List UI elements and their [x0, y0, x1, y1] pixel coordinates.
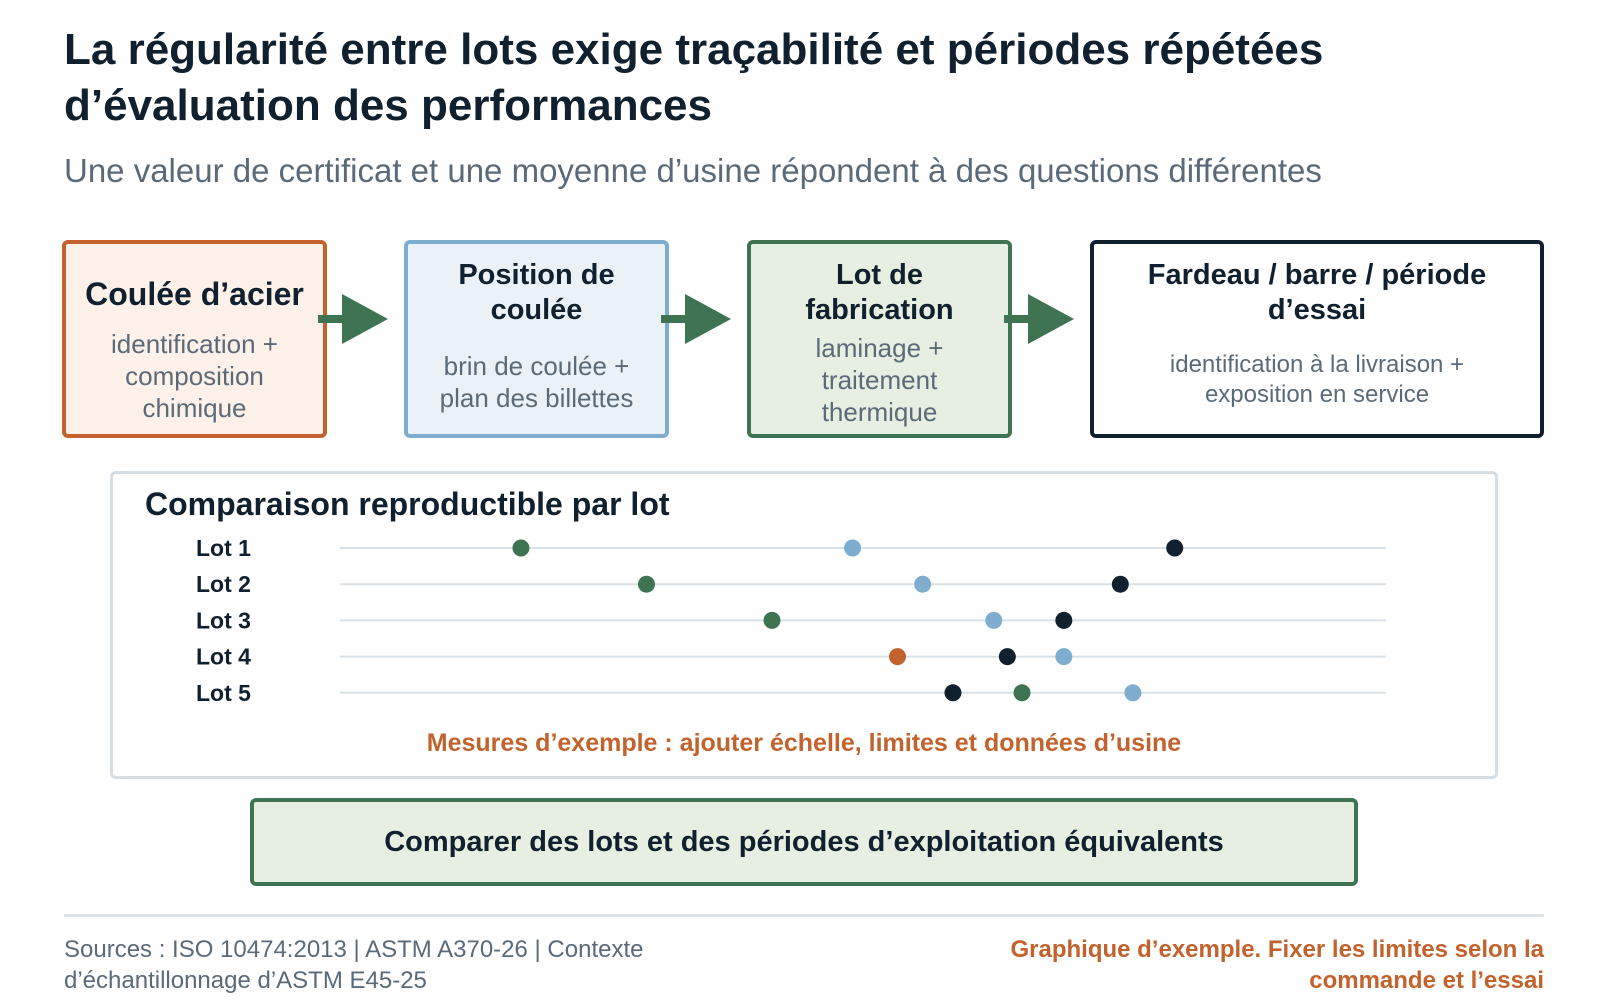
flow-step-production-lot: Lot de fabrication laminage + traitement…: [747, 240, 1012, 438]
arrow-right-icon: [318, 294, 388, 344]
lot-measurement-point: [637, 575, 655, 593]
flow-step-body: identification à la livraison + expositi…: [1169, 351, 1465, 408]
page-subtitle: Une valeur de certificat et une moyenne …: [64, 152, 1322, 189]
flow-step-title: Fardeau / barre / période d’essai: [1147, 259, 1487, 326]
lot-label: Lot 4: [196, 644, 251, 670]
arrow-right-icon: [661, 294, 731, 344]
example-measurements-note: Mesures d’exemple : ajouter échelle, lim…: [426, 729, 1182, 757]
lot-measurement-point: [1055, 648, 1073, 666]
flow-step-bundle-test-period: Fardeau / barre / période d’essai identi…: [1090, 240, 1544, 438]
sources-text: Sources : ISO 10474:2013 | ASTM A370-26 …: [64, 936, 644, 994]
lot-label: Lot 5: [196, 680, 251, 706]
lot-measurement-point: [1124, 684, 1142, 702]
disclaimer-text: Graphique d’exemple. Fixer les limites s…: [1010, 936, 1544, 994]
lot-measurement-point: [512, 539, 530, 557]
lot-measurement-point: [914, 575, 932, 593]
lot-label: Lot 1: [196, 535, 251, 561]
flow-step-title: Position de coulée: [458, 259, 615, 326]
lot-measurement-point: [763, 611, 781, 629]
flow-step-title: Coulée d’acier: [85, 276, 304, 312]
lot-comparison-title: Comparaison reproductible par lot: [145, 486, 670, 522]
lot-measurement-point: [1166, 539, 1184, 557]
lot-measurement-point: [944, 684, 962, 702]
flow-step-cast-position: Position de coulée brin de coulée + plan…: [404, 240, 669, 438]
lot-measurement-point: [1111, 575, 1129, 593]
lot-measurement-point: [985, 611, 1003, 629]
flow-step-body: brin de coulée + plan des billettes: [439, 351, 634, 413]
page-title: La régularité entre lots exige traçabili…: [64, 25, 1324, 130]
lot-label: Lot 2: [196, 571, 251, 597]
lot-label: Lot 3: [196, 607, 251, 633]
lot-comparison-panel: [110, 471, 1498, 779]
flow-step-title: Lot de fabrication: [805, 259, 954, 326]
lot-measurement-point: [1055, 611, 1073, 629]
lot-measurement-point: [889, 648, 907, 666]
lot-measurement-point: [1013, 684, 1031, 702]
lot-measurement-point: [844, 539, 862, 557]
flow-step-body: identification + composition chimique: [111, 329, 278, 423]
flow-step-steel-heat: Coulée d’acier identification + composit…: [62, 240, 327, 438]
lot-measurement-point: [998, 648, 1016, 666]
arrow-right-icon: [1004, 294, 1074, 344]
compare-lots-banner: Comparer des lots et des périodes d’expl…: [250, 798, 1358, 886]
flow-step-body: laminage + traitement thermique: [815, 333, 944, 427]
footer-divider: [64, 914, 1544, 917]
